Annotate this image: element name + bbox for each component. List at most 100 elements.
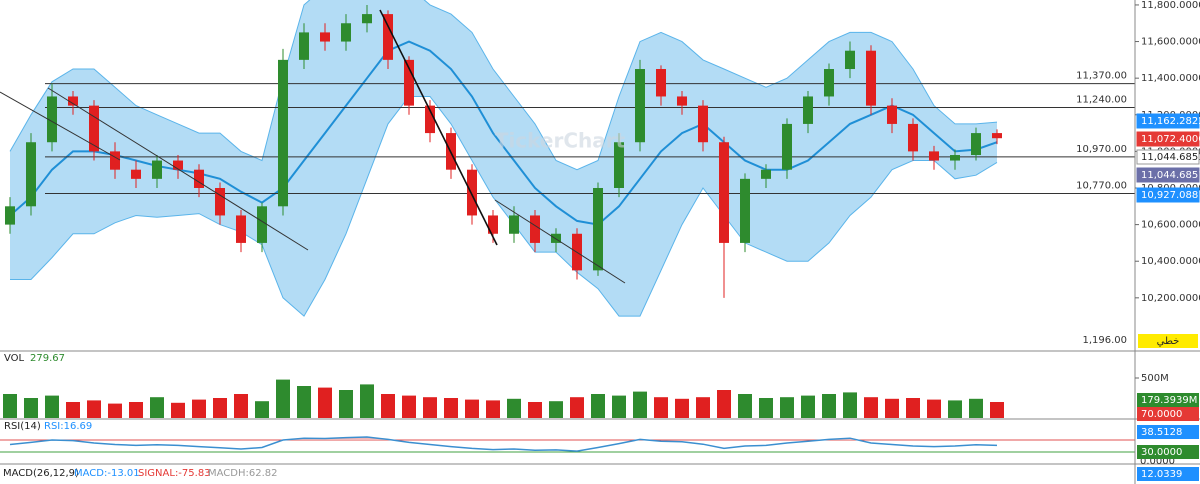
volume-bar [675, 398, 689, 418]
candle-body [677, 96, 687, 106]
volume-bar [87, 400, 101, 418]
volume-box-label: 179.3939M [1141, 395, 1197, 406]
level-label: 10,770.00 [1076, 180, 1127, 191]
price-box-label: 11,044.6851 [1141, 170, 1200, 181]
candle-body [950, 155, 960, 161]
volume-box [1137, 393, 1199, 407]
candle-body [761, 169, 771, 179]
candle-body [194, 169, 204, 188]
volume-label: VOL [4, 353, 25, 364]
volume-bar [150, 397, 164, 418]
price-box [1136, 187, 1200, 203]
candle-body [47, 96, 57, 143]
candle-body [992, 133, 1002, 139]
candle-body [929, 151, 939, 161]
volume-bar [759, 398, 773, 418]
mode-button-label[interactable]: خطي [1157, 336, 1180, 347]
volume-bar [276, 379, 290, 418]
rsi-box-label: 30.0000 [1141, 447, 1182, 458]
candle-body [236, 215, 246, 243]
candle-body [656, 69, 666, 97]
volume-bar [171, 402, 185, 418]
candle-body [593, 187, 603, 271]
volume-bar [864, 397, 878, 418]
volume-bar [549, 401, 563, 418]
volume-box-label: 70.0000 [1141, 409, 1182, 420]
candle-body [110, 151, 120, 170]
volume-bar [297, 386, 311, 418]
candle-body [152, 160, 162, 179]
candle-body [614, 142, 624, 188]
volume-bar [738, 394, 752, 418]
trend-line [494, 199, 626, 284]
macd-value: MACD:-13.01 [74, 468, 140, 479]
macd-hist: MACDH:62.82 [208, 468, 278, 479]
macd-box [1137, 467, 1199, 481]
rsi-label: RSI(14) [4, 421, 41, 432]
volume-bar [948, 400, 962, 418]
candle-body [971, 133, 981, 156]
trend-line [47, 87, 309, 251]
price-box [1136, 131, 1200, 147]
candle-body [530, 215, 540, 243]
candle-body [467, 169, 477, 216]
candle-body [551, 233, 561, 243]
candle-body [278, 59, 288, 207]
rsi-box [1137, 445, 1199, 459]
candle-body [425, 105, 435, 134]
mode-button[interactable] [1138, 334, 1198, 348]
volume-bar [801, 395, 815, 418]
volume-bar [570, 397, 584, 418]
volume-bar [591, 394, 605, 418]
volume-bar [234, 394, 248, 418]
price-box-label: 11,072.4000 [1141, 134, 1200, 145]
volume-bar [843, 392, 857, 418]
candle-body [887, 105, 897, 124]
y-tick-label: 10,200.0000 [1141, 293, 1200, 304]
candle-body [215, 187, 225, 216]
volume-bar [486, 400, 500, 418]
volume-bar [3, 394, 17, 418]
volume-bar [192, 399, 206, 418]
volume-bar [969, 398, 983, 418]
volume-bar [24, 398, 38, 418]
y-tick-label: 11,400.0000 [1141, 73, 1200, 84]
volume-bar [423, 397, 437, 418]
level-label: 11,370.00 [1076, 71, 1127, 82]
y-tick-label: 10,600.0000 [1141, 220, 1200, 231]
band-upper [9, 0, 998, 171]
macd-label: MACD(26,12,9) [3, 468, 79, 479]
volume-box [1137, 407, 1199, 421]
volume-bar [129, 402, 143, 418]
price-box-label: 11,044.6851 [1141, 152, 1200, 163]
candle-body [341, 23, 351, 42]
candle-body [257, 206, 267, 243]
candle-body [635, 69, 645, 143]
y-tick-label: 10,400.0000 [1141, 256, 1200, 267]
band-area [10, 0, 997, 317]
rsi-value: RSI:16.69 [44, 421, 92, 432]
candle-body [131, 169, 141, 179]
candle-body [362, 14, 372, 24]
volume-bar [696, 397, 710, 418]
volume-bar [255, 401, 269, 418]
candle-body [509, 215, 519, 234]
volume-bar [528, 402, 542, 418]
macd-signal: SIGNAL:-75.83 [138, 468, 211, 479]
candle-body [740, 178, 750, 243]
trend-line [0, 91, 121, 161]
rsi-zero-label: 0.0000 [1140, 456, 1175, 467]
y-tick-label: 500M [1141, 373, 1169, 384]
volume-bar [780, 397, 794, 418]
bottom-label: 1,196.00 [1082, 335, 1127, 346]
rsi-box [1137, 425, 1199, 439]
volume-bar [822, 394, 836, 418]
candle-body [803, 96, 813, 124]
candle-body [383, 14, 393, 60]
volume-bar [360, 384, 374, 418]
volume-bar [108, 403, 122, 418]
candle-body [866, 50, 876, 106]
candle-body [719, 142, 729, 243]
volume-value: 279.67 [30, 353, 65, 364]
